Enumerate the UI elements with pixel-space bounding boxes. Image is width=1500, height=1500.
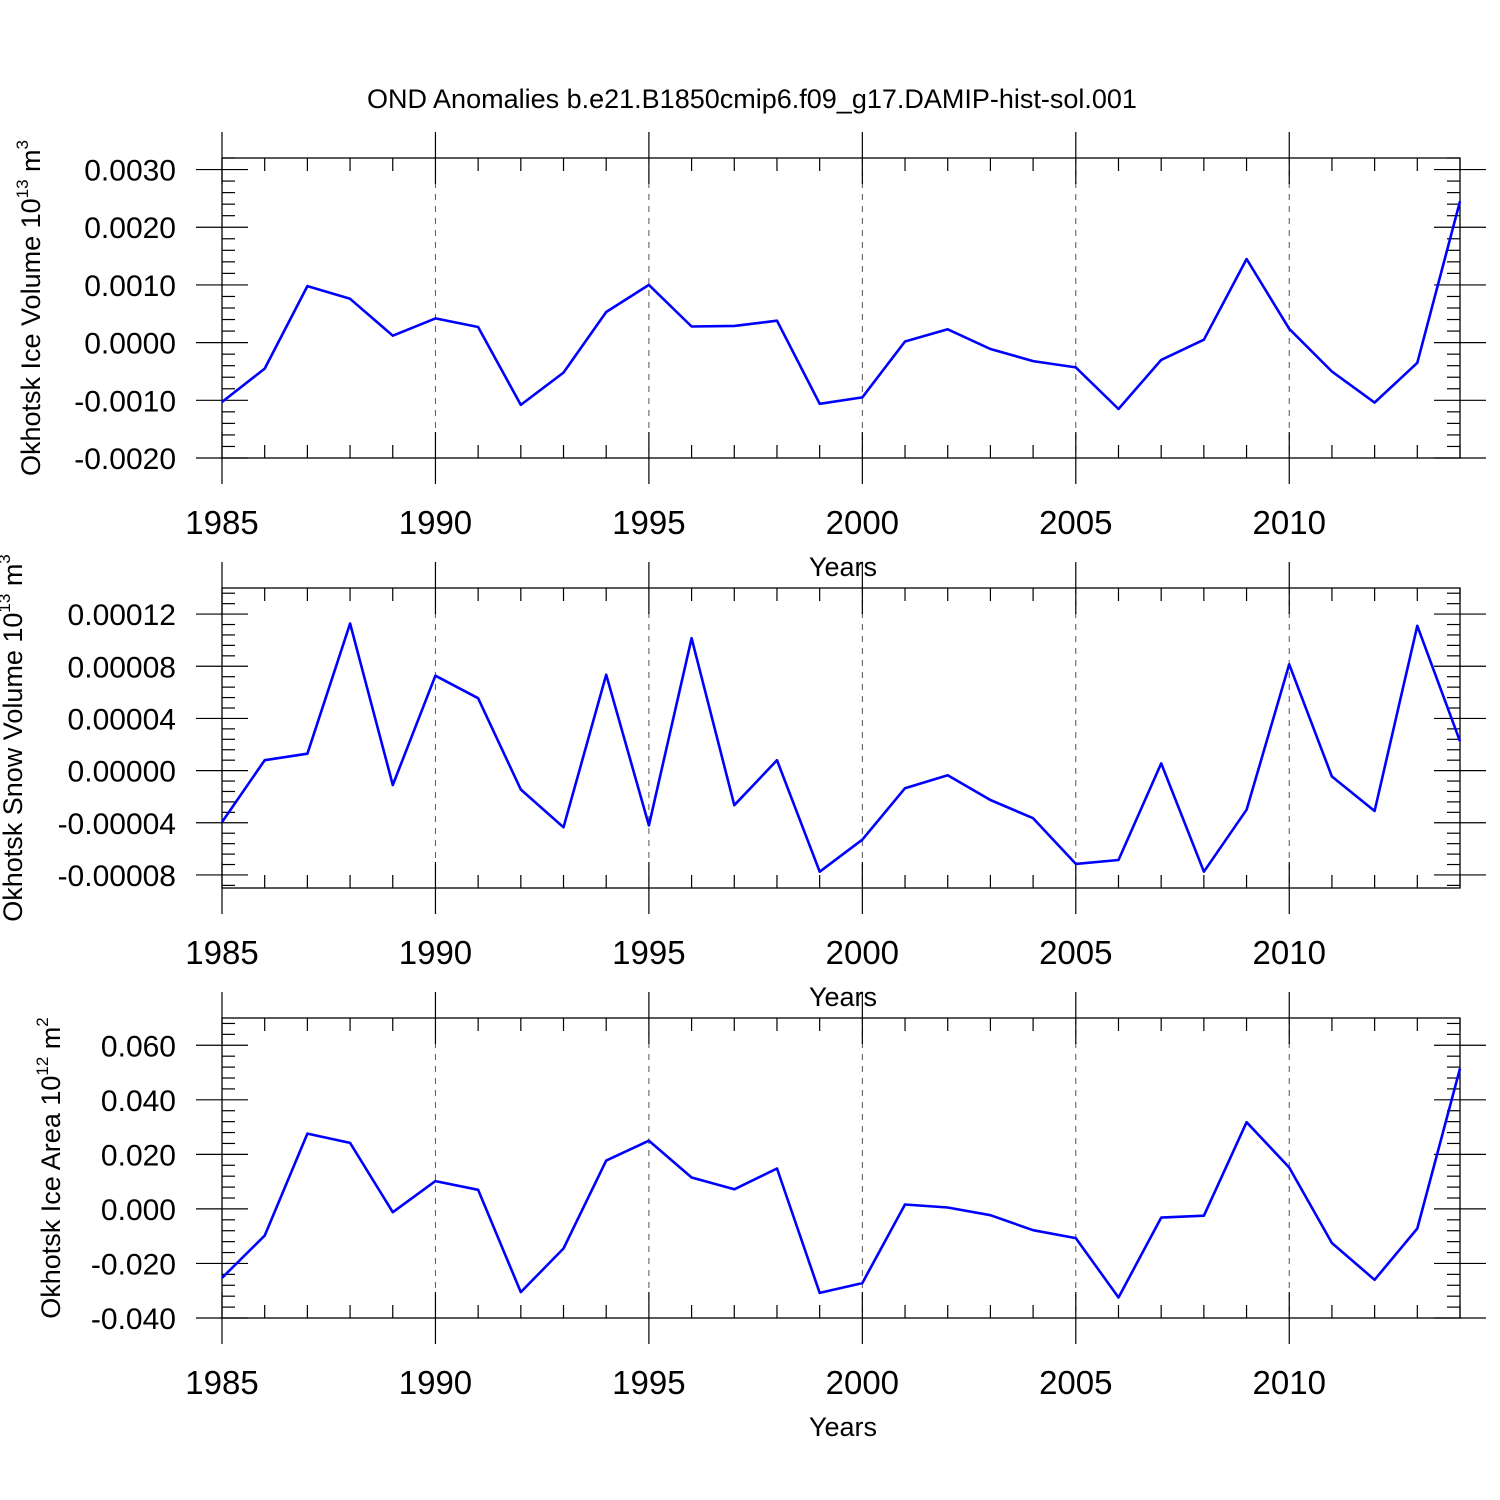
x-tick-label: 2010 xyxy=(1253,1364,1326,1401)
y-axis-label-part: m xyxy=(36,1027,66,1057)
x-axis-label: Years xyxy=(809,1412,877,1442)
y-tick-label: 0.0000 xyxy=(84,328,176,361)
y-tick-label: -0.00008 xyxy=(58,860,176,893)
y-tick-label: 0.000 xyxy=(101,1194,176,1227)
y-axis-label: Okhotsk Ice Volume 1013 m3 xyxy=(13,140,46,476)
x-tick-label: 1990 xyxy=(399,1364,472,1401)
y-tick-label: -0.020 xyxy=(91,1248,176,1281)
y-axis-label-superscript: 12 xyxy=(33,1057,52,1076)
y-tick-label: -0.0020 xyxy=(74,443,176,476)
x-tick-label: 1985 xyxy=(185,504,258,541)
x-tick-label: 2005 xyxy=(1039,504,1112,541)
series-line xyxy=(220,622,1462,874)
y-tick-label: 0.00004 xyxy=(68,703,176,736)
y-tick-label: -0.040 xyxy=(91,1303,176,1336)
x-axis-label: Years xyxy=(809,552,877,582)
x-tick-label: 2000 xyxy=(826,934,899,971)
panel-3: 0.060 0.040 0.020 0.000 -0.020 -0.040 1985 1990… xyxy=(33,992,1486,1442)
x-tick-label: 2005 xyxy=(1039,1364,1112,1401)
x-tick-label: 2010 xyxy=(1253,504,1326,541)
x-tick-label: 1995 xyxy=(612,934,685,971)
chart-title: OND Anomalies b.e21.B1850cmip6.f09_g17.D… xyxy=(367,84,1137,114)
x-tick-label: 1990 xyxy=(399,934,472,971)
x-tick-label: 2000 xyxy=(826,504,899,541)
panel-1: 0.0030 0.0020 0.0010 0.0000 -0.0010 -0.0020 19… xyxy=(13,132,1486,582)
y-tick-label: 0.040 xyxy=(101,1085,176,1118)
y-tick-label: -0.00004 xyxy=(58,808,176,841)
x-tick-label: 1990 xyxy=(399,504,472,541)
y-tick-label: 0.00000 xyxy=(68,756,176,789)
x-axis-label: Years xyxy=(809,982,877,1012)
y-axis-label-superscript: 13 xyxy=(13,179,32,198)
y-axis-label-superscript: 2 xyxy=(33,1017,52,1026)
x-tick-label: 2010 xyxy=(1253,934,1326,971)
y-tick-label: 0.0030 xyxy=(84,155,176,188)
y-axis-label-superscript: 13 xyxy=(0,594,14,613)
y-tick-label: 0.060 xyxy=(101,1030,176,1063)
y-axis-label-part: m xyxy=(0,564,28,594)
panel-2: 0.00012 0.00008 0.00004 0.00000 -0.00004 -0.0… xyxy=(0,554,1486,1012)
x-tick-label: 1995 xyxy=(612,504,685,541)
y-tick-label: 0.00012 xyxy=(68,599,176,632)
plot-frame xyxy=(221,587,1461,889)
plot-frame xyxy=(221,1017,1461,1319)
x-tick-label: 2000 xyxy=(826,1364,899,1401)
y-axis-label: Okhotsk Ice Area 1012 m2 xyxy=(33,1017,66,1319)
x-tick-label: 2005 xyxy=(1039,934,1112,971)
y-axis-label-part: m xyxy=(16,149,46,179)
x-tick-label: 1985 xyxy=(185,934,258,971)
y-tick-label: 0.020 xyxy=(101,1139,176,1172)
series-line xyxy=(221,200,1462,411)
x-tick-label: 1985 xyxy=(185,1364,258,1401)
x-tick-label: 1995 xyxy=(612,1364,685,1401)
y-tick-label: 0.0010 xyxy=(84,270,176,303)
y-axis-label-part: Okhotsk Ice Area 10 xyxy=(36,1076,66,1319)
y-axis-label: Okhotsk Snow Volume 1013 m3 xyxy=(0,554,28,922)
series-line xyxy=(221,1068,1462,1299)
y-tick-label: 0.0020 xyxy=(84,212,176,245)
y-tick-label: 0.00008 xyxy=(68,651,176,684)
y-axis-label-part: Okhotsk Snow Volume 10 xyxy=(0,613,28,922)
y-axis-label-superscript: 3 xyxy=(0,554,14,563)
y-axis-label-part: Okhotsk Ice Volume 10 xyxy=(16,198,46,476)
y-tick-label: -0.0010 xyxy=(74,385,176,418)
plot-frame xyxy=(221,157,1461,459)
y-axis-label-superscript: 3 xyxy=(13,140,32,149)
